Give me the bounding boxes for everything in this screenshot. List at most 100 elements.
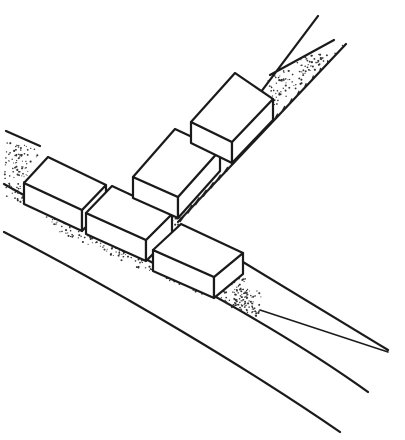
mortar-dot: [310, 61, 313, 64]
mortar-dot: [252, 308, 254, 310]
mortar-dot: [235, 300, 238, 303]
mortar-dot: [25, 160, 27, 163]
mortar-dot: [137, 267, 140, 269]
mortar-dot: [245, 295, 247, 297]
mortar-dot: [5, 195, 8, 198]
mortar-dot: [4, 164, 6, 166]
mortar-dot: [235, 289, 238, 291]
mortar-dot: [234, 293, 237, 296]
mortar-dot: [294, 87, 297, 90]
mortar-dot: [278, 92, 280, 94]
mortar-dot: [270, 85, 272, 87]
mortar-dot: [315, 61, 317, 64]
mortar-dot: [23, 152, 26, 155]
mortar-dot: [305, 58, 307, 60]
mortar-dot: [277, 99, 279, 102]
mortar-dot: [18, 170, 20, 173]
mortar-dot: [16, 168, 19, 171]
mortar-dot: [282, 78, 285, 81]
mortar-dot: [317, 61, 319, 64]
mortar-dot: [241, 300, 243, 302]
mortar-dot: [19, 156, 21, 158]
mortar-dot: [18, 144, 20, 147]
mortar-dot: [26, 174, 28, 177]
mortar-dot: [320, 58, 323, 61]
mortar-dot: [141, 261, 143, 264]
mortar-dot: [16, 161, 18, 163]
mortar-dot: [118, 250, 120, 252]
long-wall-back-edge: [4, 129, 42, 148]
mortar-dot: [306, 59, 309, 62]
mortar-dot: [119, 253, 121, 255]
mortar-dot: [225, 291, 228, 294]
mortar-dot: [319, 53, 322, 56]
mortar-dot: [244, 291, 247, 294]
mortar-dot: [283, 71, 285, 74]
mortar-dot: [233, 291, 235, 293]
block-c: [151, 222, 245, 300]
mortar-dot: [242, 299, 245, 301]
mortar-dot: [322, 60, 325, 62]
mortar-dot: [309, 69, 311, 71]
hatch-line: [311, 75, 314, 80]
mortar-dot: [9, 142, 12, 145]
mortar-dot: [224, 299, 226, 302]
mortar-dot: [60, 225, 63, 228]
mortar-dot: [7, 185, 10, 188]
mortar-dot: [13, 162, 15, 164]
mortar-dot: [243, 304, 245, 306]
mortar-dot: [276, 103, 278, 105]
mortar-dot: [69, 226, 71, 229]
mortar-dot: [16, 186, 18, 189]
mortar-dot: [245, 304, 247, 307]
mortar-dot: [272, 89, 275, 92]
mortar-dot: [243, 306, 246, 308]
mortar-dot: [24, 167, 26, 169]
mortar-dot: [17, 157, 19, 159]
mortar-dot: [242, 288, 245, 291]
mortar-dot: [17, 145, 19, 147]
hatch-line: [280, 105, 286, 114]
mortar-dot: [12, 167, 14, 170]
mortar-dot: [225, 296, 228, 299]
block-c-top: [151, 222, 245, 279]
mortar-dot: [301, 71, 303, 73]
mortar-dot: [109, 253, 112, 256]
mortar-dot: [246, 294, 248, 296]
mortar-dot: [298, 77, 301, 80]
mortar-dot: [279, 75, 281, 77]
mortar-dot: [233, 301, 236, 304]
mortar-dot: [228, 166, 230, 168]
mortar-dot: [27, 170, 29, 172]
mortar-dot: [240, 290, 243, 293]
mortar-dot: [302, 72, 304, 75]
mortar-dot: [321, 57, 324, 59]
mortar-dot: [241, 304, 244, 307]
mortar-dot: [243, 280, 245, 283]
mortar-dot: [256, 290, 258, 292]
mortar-dot: [26, 148, 29, 151]
mortar-dot: [307, 68, 310, 71]
mortar-dot: [268, 85, 271, 87]
mortar-dot: [288, 78, 291, 81]
hatch-line: [295, 90, 300, 97]
mortar-dot: [26, 153, 29, 156]
mortar-dot: [254, 295, 256, 297]
mortar-dot: [16, 144, 18, 146]
mortar-dot: [282, 70, 285, 72]
mortar-dot: [300, 59, 302, 61]
mortar-dot: [280, 78, 283, 81]
mortar-dot: [250, 294, 252, 297]
mortar-dot: [8, 182, 11, 185]
mortar-dot: [106, 248, 108, 250]
mortar-dot: [295, 84, 297, 86]
mortar-dot: [237, 292, 239, 294]
mortar-dot: [77, 230, 80, 233]
mortar-dot: [83, 236, 86, 239]
mortar-dot: [235, 304, 237, 306]
mortar-dot: [313, 68, 316, 71]
mortar-dot: [258, 292, 261, 295]
mortar-dot: [14, 197, 16, 199]
mortar-dot: [253, 307, 256, 310]
long-wall-base-edge: [2, 230, 342, 434]
